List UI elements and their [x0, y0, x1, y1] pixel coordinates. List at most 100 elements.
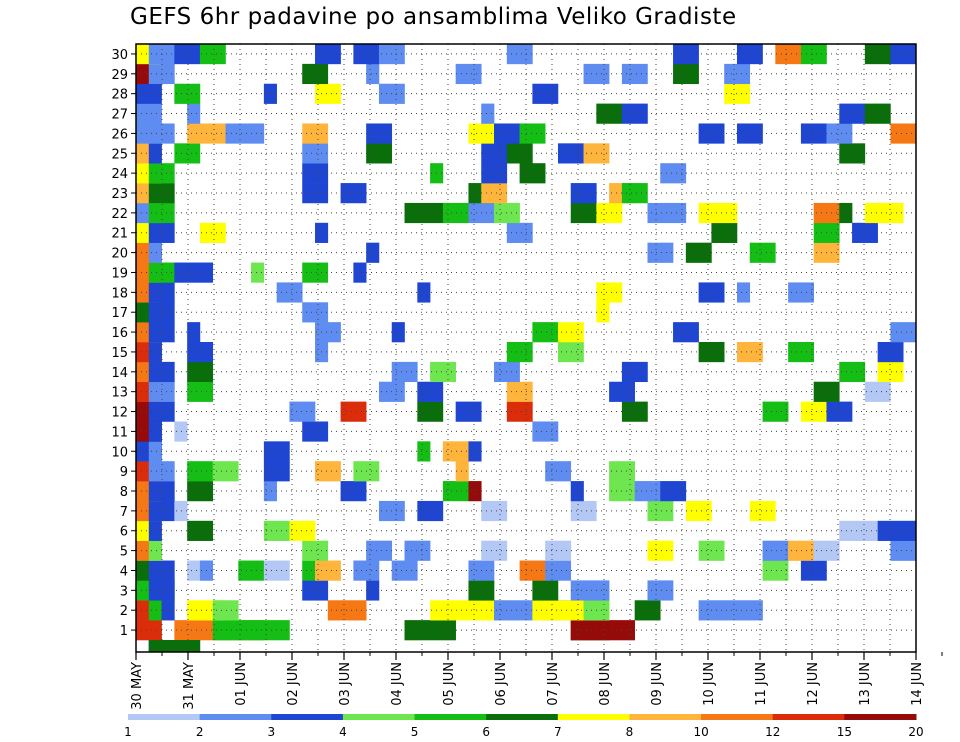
- heatmap-cell: [148, 421, 162, 442]
- heatmap-cell: [890, 540, 917, 561]
- heatmap-cell: [148, 242, 162, 263]
- heatmap-cell: [800, 44, 827, 65]
- heatmap-cell: [506, 143, 533, 164]
- heatmap-cell: [532, 580, 559, 601]
- heatmap-cell: [455, 401, 482, 422]
- y-tick-label: 21: [111, 227, 128, 242]
- chart-title: GEFS 6hr padavine po ansamblima Veliko G…: [130, 4, 737, 30]
- heatmap-cell: [698, 202, 738, 224]
- heatmap-cell: [519, 123, 546, 144]
- heatmap-cell: [315, 83, 341, 104]
- x-tick-label: 30 MAY: [130, 662, 145, 710]
- heatmap-cell: [187, 103, 201, 124]
- heatmap-cell: [199, 222, 226, 243]
- heatmap-cell: [481, 500, 508, 522]
- colorbar-label: 5: [411, 725, 419, 739]
- heatmap-cell: [302, 580, 329, 601]
- x-tick-label: 01 JUN: [234, 662, 249, 706]
- heatmap-cell: [430, 361, 456, 383]
- heatmap-cell: [557, 342, 584, 363]
- heatmap-cell: [391, 560, 418, 581]
- heatmap-cell: [762, 540, 789, 561]
- heatmap-cell: [481, 183, 508, 204]
- heatmap-cell: [634, 481, 661, 502]
- heatmap-cell: [647, 242, 674, 263]
- heatmap-cell: [506, 401, 533, 422]
- heatmap-cell: [685, 500, 712, 522]
- y-tick-label: 30: [111, 48, 128, 63]
- heatmap-cell: [634, 600, 661, 621]
- heatmap-cell: [647, 580, 674, 601]
- heatmap-cell: [506, 342, 533, 363]
- y-tick-label: 26: [111, 127, 128, 142]
- heatmap-cell: [852, 222, 878, 243]
- heatmap-cell: [442, 202, 469, 224]
- y-tick-label: 3: [120, 584, 128, 599]
- colorbar-swatch: [701, 714, 774, 720]
- heatmap-cell: [174, 421, 188, 442]
- y-tick-label: 15: [111, 346, 128, 361]
- heatmap-cell: [864, 381, 891, 402]
- heatmap-cell: [724, 63, 751, 85]
- heatmap-cell: [366, 242, 380, 263]
- y-tick-label: 27: [111, 108, 128, 123]
- x-tick-label: 03 JUN: [338, 662, 353, 706]
- colorbar-swatch: [199, 714, 272, 720]
- y-tick-label: 14: [111, 366, 128, 381]
- y-tick-label: 19: [111, 266, 128, 281]
- y-tick-label: 22: [111, 207, 128, 222]
- y-tick-label: 23: [111, 187, 128, 202]
- colorbar-label: 12: [765, 725, 780, 739]
- x-tick-label: 11 JUN: [754, 662, 769, 706]
- heatmap-cell: [519, 163, 546, 184]
- heatmap-cell: [762, 401, 789, 422]
- y-tick-label: 13: [111, 386, 128, 401]
- heatmap-cell: [315, 560, 341, 581]
- y-tick-label: 10: [111, 445, 128, 460]
- heatmap-cell: [839, 361, 866, 383]
- y-tick-label: 8: [120, 485, 128, 500]
- heatmap-cell: [877, 202, 904, 224]
- heatmap-cell: [404, 620, 456, 641]
- heatmap-cell: [532, 83, 559, 104]
- heatmap-cell: [775, 44, 802, 65]
- heatmap-cell: [404, 540, 431, 561]
- heatmap-cell: [519, 560, 546, 581]
- heatmap-cell: [570, 183, 597, 204]
- colorbar-label: 3: [267, 725, 275, 739]
- heatmap-cell: [890, 322, 917, 343]
- colorbar-label: 7: [554, 725, 562, 739]
- heatmap-cell: [570, 580, 610, 601]
- heatmap-cell: [315, 44, 341, 65]
- heatmap-cell: [545, 540, 572, 561]
- heatmap-cell: [366, 143, 393, 164]
- x-tick-label: 09 JUN: [650, 662, 665, 706]
- heatmap-cell: [621, 63, 648, 85]
- heatmap-cell: [736, 44, 763, 65]
- heatmap-cell: [251, 262, 265, 283]
- heatmap-cell: [877, 342, 904, 363]
- x-tick-label: 06 JUN: [494, 662, 509, 706]
- heatmap-cell: [481, 103, 495, 124]
- heatmap-cells: [136, 44, 917, 652]
- heatmap-cell: [532, 322, 559, 343]
- heatmap-cell: [506, 44, 533, 65]
- y-tick-label: 12: [111, 406, 128, 421]
- colorbar-swatch: [271, 714, 344, 720]
- heatmap-cell: [289, 520, 316, 541]
- heatmap-cell: [174, 44, 201, 65]
- heatmap-cell: [570, 202, 597, 224]
- heatmap-cell: [174, 500, 188, 522]
- colorbar-swatch: [772, 714, 845, 720]
- heatmap-cell: [148, 600, 162, 621]
- heatmap-cell: [800, 123, 827, 144]
- colorbar-label: 4: [339, 725, 347, 739]
- heatmap-cell: [570, 620, 635, 641]
- heatmap-cell: [263, 481, 277, 502]
- heatmap-cell: [442, 441, 469, 462]
- x-tick-label: 02 JUN: [286, 662, 301, 706]
- heatmap-cell: [749, 500, 776, 522]
- heatmap-cell: [136, 83, 162, 104]
- heatmap-cell: [302, 183, 329, 204]
